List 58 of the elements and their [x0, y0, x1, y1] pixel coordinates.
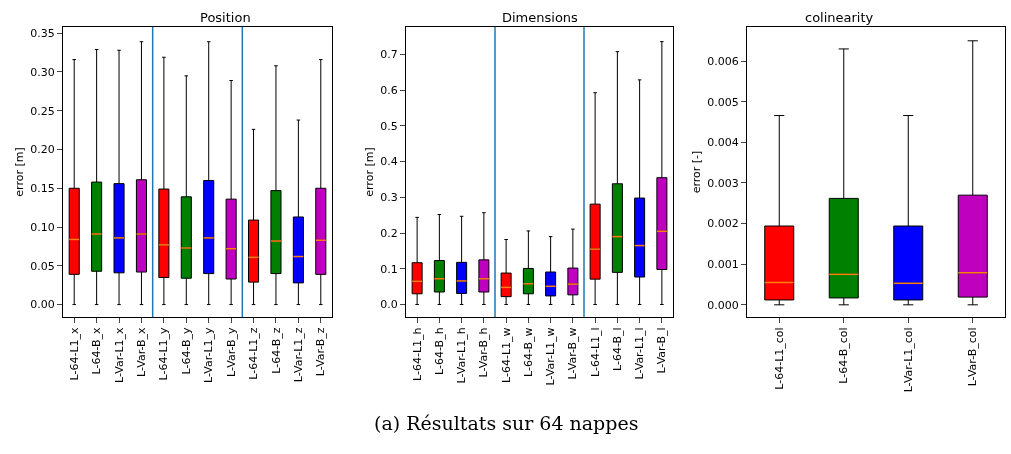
y-axis-title: error [m]: [12, 147, 26, 197]
chart-title: Position: [200, 10, 251, 25]
y-tick-label: 0.003: [707, 176, 739, 190]
x-tick-label: L-Var-L1_x: [112, 326, 126, 384]
x-tick-label: L-Var-L1_w: [544, 327, 558, 386]
x-tick-label: L-Var-L1_h: [455, 327, 469, 384]
x-tick-label: L-Var-L1_col: [901, 327, 915, 393]
y-tick-label: 0.1: [380, 262, 398, 276]
chart-title: colinearity: [805, 10, 874, 25]
x-tick-label: L-64-L1_x: [67, 326, 81, 381]
x-tick-label: L-64-L1_col: [772, 327, 786, 390]
y-tick-label: 0.35: [30, 27, 55, 41]
chart-title: Dimensions: [502, 10, 579, 25]
x-tick-label: L-64-B_y: [179, 326, 193, 375]
y-tick-label: 0.004: [707, 136, 739, 150]
y-tick-label: 0.7: [380, 48, 398, 62]
x-tick-label: L-64-B_w: [521, 327, 535, 377]
y-tick-label: 0.3: [380, 191, 398, 205]
x-tick-label: L-Var-B_x: [135, 326, 149, 378]
x-tick-label: L-Var-B_col: [966, 327, 980, 387]
x-tick-label: L-Var-B_z: [314, 327, 328, 377]
x-tick-label: L-64-L1_h: [410, 327, 424, 381]
x-tick-label: L-64-B_l: [610, 327, 624, 371]
y-tick-label: 0.05: [30, 259, 55, 273]
x-tick-label: L-64-B_x: [90, 326, 104, 375]
y-axis-title: error [m]: [362, 147, 376, 197]
y-tick-label: 0.00: [30, 298, 55, 312]
x-tick-label: L-64-L1_l: [588, 327, 602, 377]
y-tick-label: 0.6: [380, 84, 398, 98]
y-tick-label: 0.10: [30, 220, 55, 234]
x-tick-label: L-64-L1_z: [247, 327, 261, 380]
text: (a) Résultats sur 64 nappes: [374, 412, 639, 434]
x-tick-label: L-Var-L1_y: [202, 326, 216, 384]
y-tick-label: 0.000: [707, 298, 739, 312]
y-tick-label: 0.005: [707, 95, 739, 109]
x-tick-label: L-64-B_h: [432, 327, 446, 375]
x-tick-label: L-Var-B_w: [566, 327, 580, 380]
x-tick-label: L-64-L1_w: [499, 327, 513, 383]
y-tick-label: 0.2: [380, 226, 398, 240]
x-tick-label: L-Var-B_l: [655, 327, 669, 374]
x-tick-label: L-64-B_z: [269, 327, 283, 374]
y-tick-label: 0.0: [380, 298, 398, 312]
x-tick-label: L-Var-L1_l: [633, 327, 647, 380]
x-tick-label: L-Var-B_y: [224, 326, 238, 378]
y-tick-label: 0.25: [30, 104, 55, 118]
y-tick-label: 0.006: [707, 54, 739, 68]
y-tick-label: 0.5: [380, 119, 398, 133]
y-tick-label: 0.15: [30, 182, 55, 196]
x-tick-label: L-64-L1_y: [157, 326, 171, 381]
x-tick-label: L-Var-B_h: [477, 327, 491, 378]
x-tick-label: L-Var-L1_z: [291, 327, 305, 383]
x-tick-label: L-64-B_col: [837, 327, 851, 384]
y-axis-title: error [-]: [689, 150, 703, 194]
y-tick-label: 0.001: [707, 258, 739, 272]
y-tick-label: 0.4: [380, 155, 398, 169]
y-tick-label: 0.20: [30, 143, 55, 157]
y-tick-label: 0.002: [707, 217, 739, 231]
y-tick-label: 0.30: [30, 65, 55, 79]
